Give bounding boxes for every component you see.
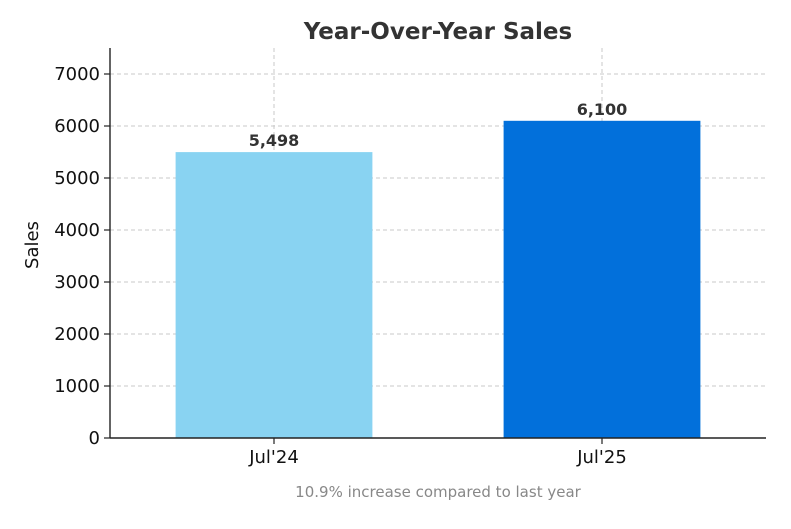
y-tick-label: 3000	[54, 272, 100, 293]
y-tick-label: 0	[89, 428, 100, 449]
y-axis-label: Sales	[22, 221, 43, 269]
y-tick-label: 7000	[54, 64, 100, 85]
bar-value-label: 5,498	[249, 131, 300, 150]
y-tick-label: 2000	[54, 324, 100, 345]
chart-title: Year-Over-Year Sales	[303, 19, 572, 45]
bar	[175, 152, 373, 438]
data-labels: 5,498 6,100	[249, 100, 628, 150]
y-axis-ticks: 0 1000 2000 3000 4000 5000 6000 7000	[54, 64, 110, 449]
chart-caption: 10.9% increase compared to last year	[295, 483, 581, 501]
x-tick-label: Jul'24	[248, 447, 299, 468]
axes	[109, 48, 766, 439]
bar-value-label: 6,100	[577, 100, 628, 119]
y-tick-label: 4000	[54, 220, 100, 241]
bar	[503, 120, 701, 439]
y-tick-label: 1000	[54, 376, 100, 397]
x-tick-label: Jul'25	[576, 447, 627, 468]
y-tick-label: 6000	[54, 116, 100, 137]
bars	[175, 120, 701, 439]
x-axis-ticks: Jul'24 Jul'25	[248, 438, 627, 468]
y-tick-label: 5000	[54, 168, 100, 189]
